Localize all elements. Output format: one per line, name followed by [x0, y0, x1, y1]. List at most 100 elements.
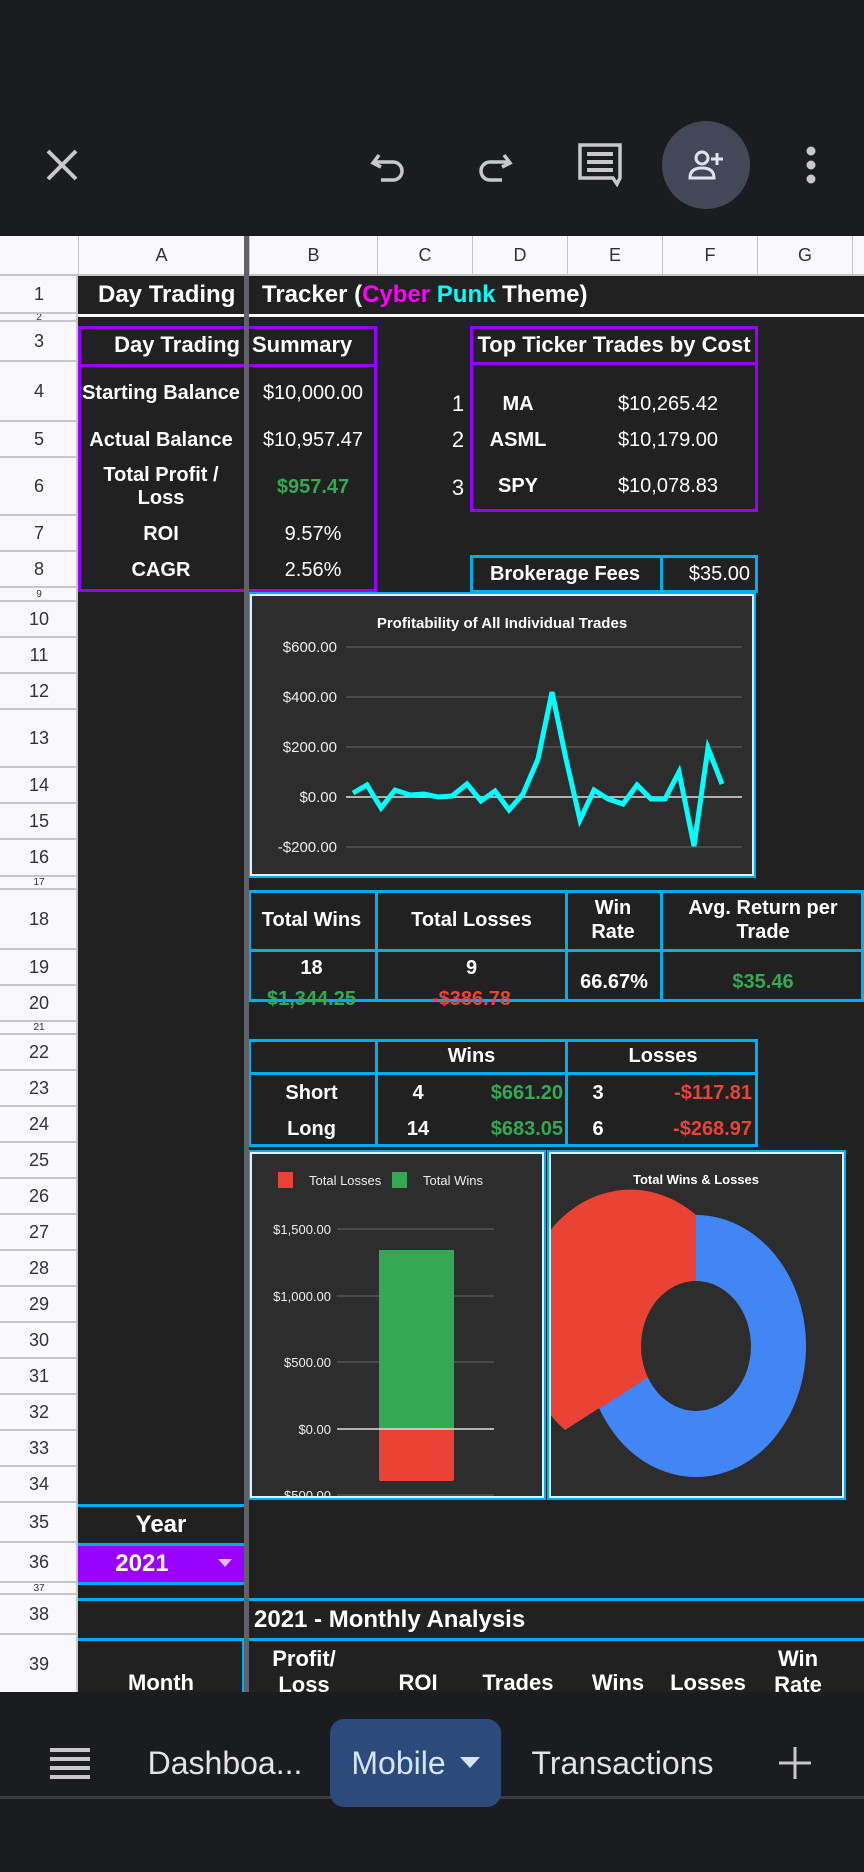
row-header[interactable]: 12 [0, 674, 78, 710]
row-header[interactable]: 14 [0, 768, 78, 804]
row-header[interactable]: 5 [0, 422, 78, 458]
row-header[interactable]: 39 [0, 1635, 78, 1695]
breakdown-losses-count: 3 [592, 1081, 604, 1104]
row-header[interactable]: 23 [0, 1071, 78, 1107]
row-header[interactable]: 15 [0, 804, 78, 840]
row-header[interactable]: 38 [0, 1595, 78, 1635]
sheet-grid[interactable]: Day Trading Tracker (Cyber Punk Theme) D… [78, 276, 864, 1692]
row-header[interactable]: 7 [0, 516, 78, 552]
summary-value: $10,957.47 [262, 428, 364, 451]
column-header-h[interactable] [852, 236, 864, 274]
title-punk: Punk [436, 281, 496, 308]
ticker-rank: 3 [451, 475, 465, 500]
select-all-corner[interactable] [0, 236, 78, 274]
svg-text:$1,000.00: $1,000.00 [273, 1289, 331, 1304]
row-header[interactable]: 17 [0, 877, 78, 890]
close-button[interactable] [22, 125, 102, 205]
column-header-b[interactable]: B [249, 236, 377, 274]
breakdown-header-wins: Wins [447, 1044, 496, 1067]
row-header[interactable]: 24 [0, 1107, 78, 1143]
row-header[interactable]: 32 [0, 1395, 78, 1431]
row-header[interactable]: 28 [0, 1251, 78, 1287]
row-header[interactable]: 4 [0, 362, 78, 422]
row-header[interactable]: 34 [0, 1467, 78, 1503]
wins-losses-donut-chart[interactable]: Total Wins & Losses [518, 1150, 846, 1500]
more-options-button[interactable] [771, 125, 851, 205]
row-header[interactable]: 31 [0, 1359, 78, 1395]
breakdown-wins-amount: $683.05 [490, 1117, 563, 1140]
row-header[interactable]: 35 [0, 1503, 78, 1543]
ticker-cost: $10,078.83 [617, 474, 719, 497]
row-header[interactable]: 37 [0, 1583, 78, 1595]
row-headers: 1 2 3 4 5 6 7 8 9 10 11 12 13 14 15 16 1… [0, 276, 78, 1695]
close-icon [46, 149, 78, 181]
stats-header: Total Losses [411, 908, 532, 931]
row-header[interactable]: 6 [0, 458, 78, 516]
stats-divider [660, 890, 663, 1002]
row-header[interactable]: 2 [0, 314, 78, 322]
total-wins-count: 18 [300, 956, 323, 979]
stats-table [248, 890, 864, 1002]
comments-button[interactable] [560, 125, 640, 205]
all-sheets-button[interactable] [40, 1719, 100, 1807]
row-header[interactable]: 25 [0, 1143, 78, 1179]
frozen-column-divider[interactable] [244, 236, 249, 1692]
summary-value-profit: $957.47 [276, 475, 350, 498]
row-header[interactable]: 11 [0, 638, 78, 674]
row-header[interactable]: 29 [0, 1287, 78, 1323]
column-headers: A B C D E F G [0, 236, 864, 276]
svg-text:$400.00: $400.00 [283, 689, 337, 706]
donut-chart-svg: Total Wins & Losses [518, 1172, 806, 1477]
row-header[interactable]: 26 [0, 1179, 78, 1215]
row-header[interactable]: 10 [0, 602, 78, 638]
column-header-e[interactable]: E [567, 236, 662, 274]
year-value: 2021 [115, 1550, 169, 1577]
tab-menu-arrow-icon[interactable] [459, 1757, 480, 1769]
row-header[interactable]: 8 [0, 552, 78, 588]
svg-text:$500.00: $500.00 [284, 1355, 331, 1370]
column-header-g[interactable]: G [757, 236, 852, 274]
total-losses-amount: -$386.78 [432, 987, 511, 1010]
row-header[interactable]: 16 [0, 840, 78, 877]
column-header-c[interactable]: C [377, 236, 472, 274]
tab-dashboard[interactable]: Dashboa... [147, 1744, 303, 1781]
redo-button[interactable] [454, 125, 534, 205]
bar-chart-svg: Total Losses Total Wins $1,500.00 $1,000… [273, 1172, 494, 1503]
row-header[interactable]: 22 [0, 1035, 78, 1071]
row-header[interactable]: 1 [0, 276, 78, 314]
line-chart-svg: Profitability of All Individual Trades $… [278, 615, 742, 856]
row-header[interactable]: 30 [0, 1323, 78, 1359]
person-add-icon [688, 150, 723, 180]
year-border [78, 1543, 244, 1546]
summary-value: $10,000.00 [262, 381, 364, 404]
row-header[interactable]: 20 [0, 986, 78, 1022]
row-header[interactable]: 33 [0, 1431, 78, 1467]
svg-text:$1,500.00: $1,500.00 [273, 1222, 331, 1237]
column-header-a[interactable]: A [78, 236, 244, 274]
share-button[interactable] [662, 121, 750, 209]
tab-mobile[interactable]: Mobile [330, 1719, 501, 1807]
monthly-header-roi: ROI [398, 1670, 438, 1692]
total-wins-amount: $1,344.25 [267, 987, 356, 1010]
dropdown-arrow-icon [218, 1559, 232, 1567]
tab-transactions[interactable]: Transactions [531, 1744, 714, 1781]
column-header-f[interactable]: F [662, 236, 757, 274]
row-header[interactable]: 19 [0, 950, 78, 986]
profitability-line-chart[interactable]: Profitability of All Individual Trades $… [248, 592, 756, 878]
top-tickers-header: Top Ticker Trades by Cost [477, 332, 751, 357]
row-header[interactable]: 9 [0, 588, 78, 602]
row-header[interactable]: 13 [0, 710, 78, 768]
add-sheet-button[interactable] [765, 1719, 825, 1807]
row-header[interactable]: 3 [0, 322, 78, 362]
row-header[interactable]: 21 [0, 1022, 78, 1035]
row-header[interactable]: 36 [0, 1543, 78, 1583]
stats-divider [248, 949, 864, 952]
row-header[interactable]: 18 [0, 890, 78, 950]
top-tickers-box [470, 326, 758, 512]
row-header[interactable]: 27 [0, 1215, 78, 1251]
column-header-d[interactable]: D [472, 236, 567, 274]
wins-losses-bar-chart[interactable]: Total Losses Total Wins $1,500.00 $1,000… [248, 1150, 546, 1503]
undo-button[interactable] [349, 125, 429, 205]
fees-value: $35.00 [688, 562, 750, 585]
year-dropdown[interactable]: 2021 [78, 1546, 244, 1582]
